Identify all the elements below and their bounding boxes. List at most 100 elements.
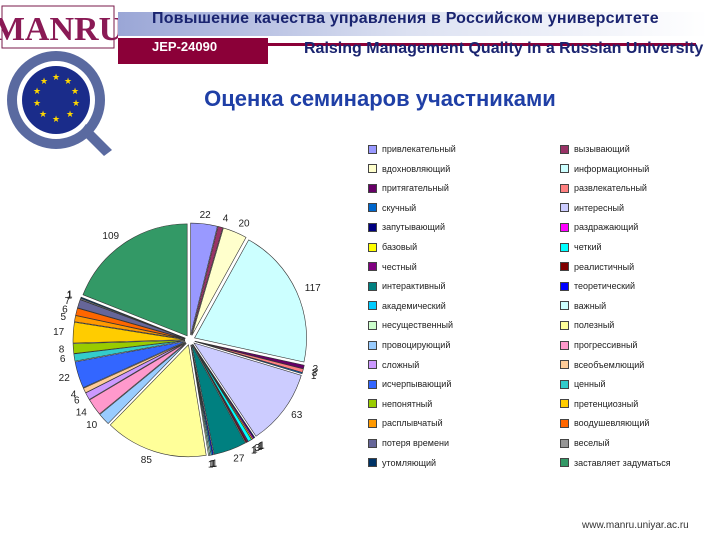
legend-item: претенциозный xyxy=(560,399,638,409)
pie-slice xyxy=(191,227,247,336)
slice-value-label: 8 xyxy=(59,344,65,355)
legend-swatch xyxy=(560,360,569,370)
legend-swatch xyxy=(368,262,377,272)
legend-swatch xyxy=(560,203,569,213)
legend-item: сложный xyxy=(368,360,419,370)
legend-label: привлекательный xyxy=(382,144,456,154)
legend-swatch xyxy=(368,340,377,350)
slice-value-label: 63 xyxy=(291,410,303,421)
pie-slice xyxy=(190,222,218,336)
legend-label: потеря времени xyxy=(382,438,449,448)
pie-slice xyxy=(191,344,246,455)
legend-item: базовый xyxy=(368,242,417,252)
legend-item: важный xyxy=(560,301,606,311)
pie-slice xyxy=(89,342,187,415)
svg-text:★: ★ xyxy=(40,77,48,87)
pie-slice xyxy=(74,315,186,340)
legend-label: притягательный xyxy=(382,183,449,194)
project-code: JEP-24090 xyxy=(152,39,218,54)
english-title: Raising Management Quality in a Russian … xyxy=(304,40,704,57)
slice-value-label: 1 xyxy=(66,291,72,302)
legend-label: несущественный xyxy=(382,320,454,331)
header-banner xyxy=(118,12,718,72)
legend-swatch xyxy=(560,399,569,409)
legend-item: веселый xyxy=(560,438,610,448)
legend-swatch xyxy=(368,301,377,311)
legend-item: информационный xyxy=(560,164,649,174)
logo-text: MANRU xyxy=(0,11,120,48)
legend-label: воодушевляющий xyxy=(574,418,650,429)
legend-item: утомляющий xyxy=(368,458,436,468)
slice-value-label: 22 xyxy=(200,210,212,221)
russian-title: Повышение качества управления в Российск… xyxy=(152,10,659,27)
legend-label: ценный xyxy=(574,379,606,390)
slice-value-label: 6 xyxy=(74,396,80,407)
legend-item: интерактивный xyxy=(368,281,445,291)
legend-label: запутывающий xyxy=(382,222,445,233)
svg-text:★: ★ xyxy=(66,110,74,120)
legend-swatch xyxy=(368,399,377,409)
slice-value-label: 20 xyxy=(238,219,250,230)
legend-swatch xyxy=(560,242,569,252)
svg-text:★: ★ xyxy=(52,115,60,125)
legend-swatch xyxy=(560,281,569,291)
slice-value-label: 4 xyxy=(223,213,229,224)
legend-item: академический xyxy=(368,301,446,311)
manru-logo: MANRU ★ ★★ ★★★ ★★★ ★ xyxy=(0,0,120,160)
slice-value-label: 117 xyxy=(305,283,321,294)
legend-label: непонятный xyxy=(382,398,433,409)
legend-swatch xyxy=(560,301,569,311)
slice-value-label: 3 xyxy=(254,443,260,454)
slice-value-label: 1 xyxy=(67,289,73,300)
slice-value-label: 22 xyxy=(59,373,71,384)
legend-label: прогрессивный xyxy=(574,340,638,350)
legend-item: несущественный xyxy=(368,320,453,330)
legend-item: интересный xyxy=(560,203,624,213)
slice-value-label: 109 xyxy=(102,231,119,242)
legend-swatch xyxy=(368,183,377,193)
pie-slice xyxy=(83,341,186,394)
legend-item: вызывающий xyxy=(560,144,630,154)
legend-label: вызывающий xyxy=(574,144,630,154)
legend-item: прогрессивный xyxy=(560,340,637,350)
legend-label: важный xyxy=(574,300,607,311)
slice-value-label: 1 xyxy=(252,445,258,456)
legend-label: информационный xyxy=(574,163,650,174)
pie-slice xyxy=(74,341,186,389)
legend-label: честный xyxy=(382,261,417,272)
legend-item: расплывчатый xyxy=(368,418,443,428)
legend-item: скучный xyxy=(368,203,416,213)
legend-swatch xyxy=(560,320,569,330)
legend-label: базовый xyxy=(382,242,418,252)
slice-value-label: 7 xyxy=(65,296,71,307)
slice-value-label: 14 xyxy=(76,407,88,418)
legend-item: привлекательный xyxy=(368,144,456,154)
legend-item: запутывающий xyxy=(368,222,445,232)
pie-slice xyxy=(194,239,307,363)
legend-label: расплывчатый xyxy=(382,418,443,429)
legend-label: академический xyxy=(382,300,446,311)
legend-label: веселый xyxy=(574,438,610,448)
legend-swatch xyxy=(368,458,377,468)
legend-label: четкий xyxy=(574,242,602,252)
legend-item: всеобъемлющий xyxy=(560,360,644,370)
legend-label: провоцирующий xyxy=(382,340,451,350)
legend-label: полезный xyxy=(574,320,615,331)
slice-value-label: 6 xyxy=(60,354,66,365)
legend-item: вдохновляющий xyxy=(368,164,450,174)
legend-swatch xyxy=(368,242,377,252)
legend-label: претенциозный xyxy=(574,398,639,409)
pie-slice xyxy=(194,341,303,375)
legend-swatch xyxy=(560,144,569,154)
legend-swatch xyxy=(560,262,569,272)
legend-swatch xyxy=(368,222,377,232)
pie-slice xyxy=(191,226,224,336)
slice-value-label: 1 xyxy=(257,442,263,453)
slice-value-label: 1 xyxy=(258,441,264,452)
legend-item: развлекательный xyxy=(560,183,647,193)
pie-slice xyxy=(72,321,186,344)
legend-label: всеобъемлющий xyxy=(574,359,645,370)
pie-slice xyxy=(192,344,248,444)
legend-swatch xyxy=(368,360,377,370)
svg-text:★: ★ xyxy=(64,77,72,87)
